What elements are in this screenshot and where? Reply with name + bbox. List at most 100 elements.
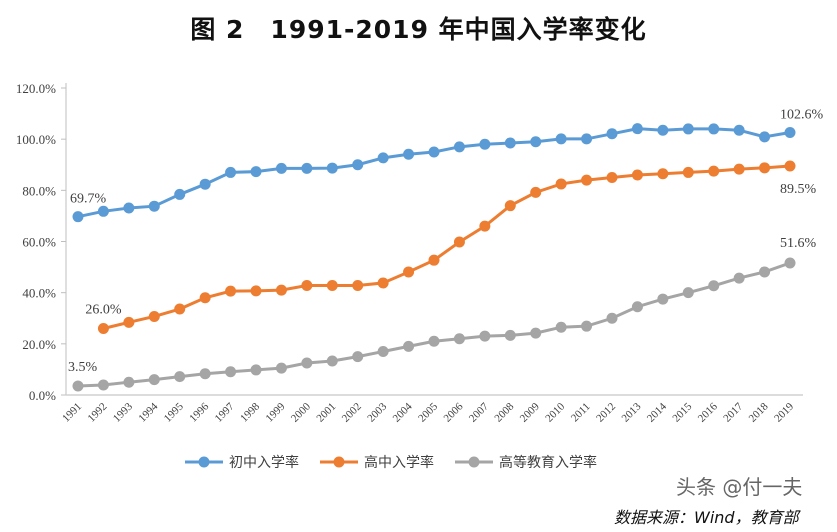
data-point bbox=[708, 123, 720, 135]
x-tick-label: 1993 bbox=[111, 400, 135, 424]
data-label: 26.0% bbox=[85, 302, 122, 317]
data-point bbox=[403, 340, 415, 352]
data-label: 3.5% bbox=[68, 360, 98, 375]
data-point bbox=[708, 280, 720, 292]
data-point bbox=[377, 152, 389, 164]
data-point bbox=[530, 327, 542, 339]
data-point bbox=[631, 123, 643, 135]
data-point bbox=[250, 364, 262, 376]
data-point bbox=[428, 335, 440, 347]
data-point bbox=[403, 148, 415, 160]
data-point bbox=[250, 285, 262, 297]
x-tick-label: 2018 bbox=[747, 400, 771, 424]
x-tick-label: 1996 bbox=[187, 400, 211, 424]
x-tick-label: 2011 bbox=[569, 401, 593, 425]
data-point bbox=[275, 362, 287, 374]
data-point bbox=[403, 266, 415, 278]
data-point bbox=[174, 371, 186, 383]
data-point bbox=[733, 163, 745, 175]
x-tick-label: 2004 bbox=[391, 400, 415, 424]
data-point bbox=[225, 285, 237, 297]
data-point bbox=[326, 280, 338, 292]
data-point bbox=[682, 166, 694, 178]
y-tick-label: 80.0% bbox=[22, 183, 56, 198]
data-point bbox=[199, 292, 211, 304]
x-tick-label: 2014 bbox=[645, 400, 669, 424]
data-point bbox=[759, 266, 771, 278]
x-tick-label: 2002 bbox=[340, 401, 364, 425]
data-label: 89.5% bbox=[780, 182, 817, 197]
data-point bbox=[377, 277, 389, 289]
data-point bbox=[453, 236, 465, 248]
x-tick-label: 1997 bbox=[213, 400, 237, 424]
data-point bbox=[631, 301, 643, 313]
data-point bbox=[657, 124, 669, 136]
x-tick-label: 2007 bbox=[467, 400, 491, 424]
legend-marker bbox=[333, 456, 345, 468]
data-point bbox=[148, 200, 160, 212]
data-point bbox=[199, 178, 211, 190]
data-point bbox=[479, 220, 491, 232]
data-point bbox=[123, 376, 135, 388]
data-point bbox=[682, 123, 694, 135]
y-tick-label: 120.0% bbox=[16, 81, 56, 96]
data-point bbox=[326, 162, 338, 174]
x-tick-label: 2017 bbox=[721, 400, 745, 424]
data-point bbox=[606, 172, 618, 184]
x-tick-label: 2000 bbox=[289, 400, 313, 424]
x-tick-label: 1991 bbox=[60, 401, 84, 425]
data-point bbox=[657, 293, 669, 305]
data-point bbox=[275, 284, 287, 296]
data-point bbox=[148, 310, 160, 322]
data-point bbox=[148, 374, 160, 386]
y-tick-label: 40.0% bbox=[22, 286, 56, 301]
data-label: 102.6% bbox=[780, 108, 824, 123]
data-point bbox=[250, 166, 262, 178]
data-point bbox=[453, 333, 465, 345]
data-point bbox=[708, 165, 720, 177]
data-point bbox=[784, 160, 796, 172]
data-label: 69.7% bbox=[70, 192, 107, 207]
data-point bbox=[453, 141, 465, 153]
data-point bbox=[199, 368, 211, 380]
data-point bbox=[530, 186, 542, 198]
legend-marker bbox=[198, 456, 210, 468]
x-tick-label: 2010 bbox=[543, 400, 567, 424]
x-tick-label: 1992 bbox=[86, 401, 110, 425]
x-tick-label: 2015 bbox=[670, 400, 694, 424]
x-tick-label: 2013 bbox=[620, 400, 644, 424]
x-tick-label: 2006 bbox=[442, 400, 466, 424]
data-point bbox=[123, 202, 135, 214]
data-point bbox=[301, 357, 313, 369]
data-point bbox=[504, 137, 516, 149]
x-tick-label: 2019 bbox=[772, 400, 796, 424]
data-point bbox=[504, 200, 516, 212]
legend-label: 高中入学率 bbox=[364, 454, 434, 471]
y-tick-label: 20.0% bbox=[22, 337, 56, 352]
y-tick-label: 60.0% bbox=[22, 235, 56, 250]
data-point bbox=[428, 146, 440, 158]
data-point bbox=[733, 272, 745, 284]
data-point bbox=[301, 280, 313, 292]
legend-marker bbox=[468, 456, 480, 468]
x-tick-label: 2003 bbox=[365, 400, 389, 424]
x-tick-label: 2001 bbox=[314, 401, 338, 425]
x-tick-label: 2008 bbox=[492, 400, 516, 424]
data-point bbox=[301, 162, 313, 174]
data-point bbox=[784, 127, 796, 139]
data-point bbox=[479, 138, 491, 150]
data-point bbox=[72, 380, 84, 392]
data-label: 51.6% bbox=[780, 236, 817, 251]
data-point bbox=[97, 205, 109, 217]
data-point bbox=[174, 303, 186, 315]
data-point bbox=[759, 131, 771, 143]
data-point bbox=[581, 174, 593, 186]
data-point bbox=[428, 254, 440, 266]
x-tick-label: 2005 bbox=[416, 400, 440, 424]
data-point bbox=[225, 166, 237, 178]
data-point bbox=[530, 136, 542, 148]
data-point bbox=[352, 351, 364, 363]
x-tick-label: 2012 bbox=[594, 401, 618, 425]
data-point bbox=[123, 316, 135, 328]
